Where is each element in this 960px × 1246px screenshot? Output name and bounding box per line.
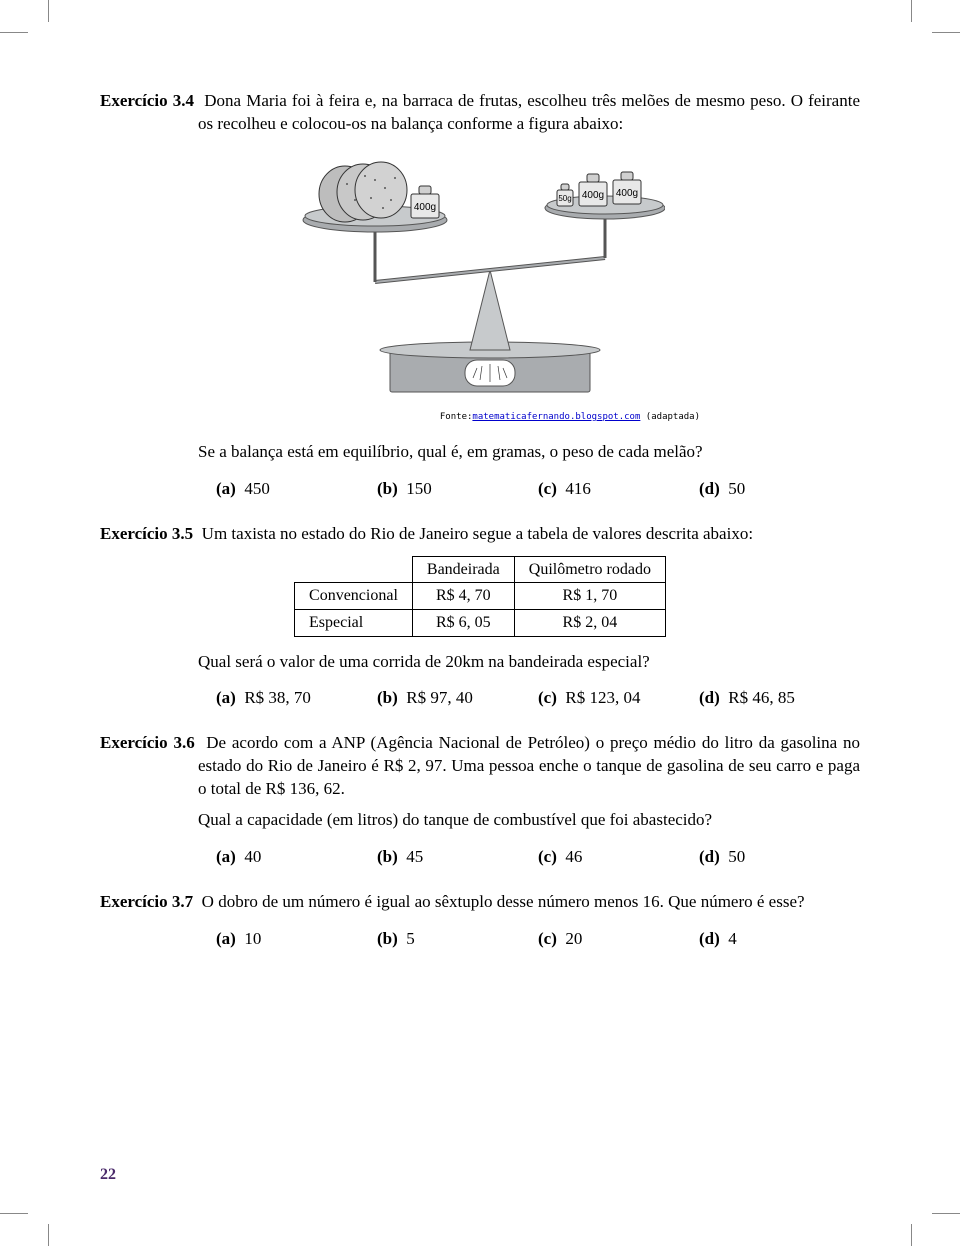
table-cell: R$ 6, 05 xyxy=(412,609,514,636)
crop-mark xyxy=(0,32,28,33)
option-value: 20 xyxy=(565,929,582,948)
option-value: 416 xyxy=(565,479,591,498)
option-value: R$ 123, 04 xyxy=(565,688,640,707)
crop-mark xyxy=(48,0,49,22)
option-b: (b) R$ 97, 40 xyxy=(377,687,538,710)
table-cell: R$ 2, 04 xyxy=(514,609,665,636)
exercise-title: Exercício 3.5 xyxy=(100,524,193,543)
weight-label: 400g xyxy=(414,202,436,213)
table-header-cell: Quilômetro rodado xyxy=(514,556,665,583)
option-value: 10 xyxy=(244,929,261,948)
exercise-3-7: Exercício 3.7 O dobro de um número é igu… xyxy=(100,891,860,951)
option-value: 450 xyxy=(244,479,270,498)
option-b: (b) 45 xyxy=(377,846,538,869)
option-c: (c) R$ 123, 04 xyxy=(538,687,699,710)
crop-mark xyxy=(0,1213,28,1214)
page-content: Exercício 3.4 Dona Maria foi à feira e, … xyxy=(100,90,860,1166)
exercise-text: Um taxista no estado do Rio de Janeiro s… xyxy=(202,524,753,543)
option-c: (c) 20 xyxy=(538,928,699,951)
option-value: 45 xyxy=(406,847,423,866)
exercise-question: Se a balança está em equilíbrio, qual é,… xyxy=(198,441,860,464)
option-d: (d) R$ 46, 85 xyxy=(699,687,860,710)
table-row: Especial R$ 6, 05 R$ 2, 04 xyxy=(295,609,666,636)
option-a: (a) 10 xyxy=(216,928,377,951)
caption-suffix: (adaptada) xyxy=(640,412,700,422)
exercise-question: Qual a capacidade (em litros) do tanque … xyxy=(198,809,860,832)
crop-mark xyxy=(932,1213,960,1214)
option-a: (a) 40 xyxy=(216,846,377,869)
crop-mark xyxy=(911,0,912,22)
options-row: (a) 40 (b) 45 (c) 46 (d) 50 xyxy=(216,846,860,869)
option-d: (d) 50 xyxy=(699,846,860,869)
exercise-title: Exercício 3.4 xyxy=(100,91,194,110)
option-b: (b) 150 xyxy=(377,478,538,501)
balance-scale-figure: 400g 50g 400g 400g xyxy=(100,150,860,407)
exercise-3-5: Exercício 3.5 Um taxista no estado do Ri… xyxy=(100,523,860,711)
option-value: R$ 97, 40 xyxy=(406,688,473,707)
table-row: Convencional R$ 4, 70 R$ 1, 70 xyxy=(295,583,666,610)
exercise-title: Exercício 3.7 xyxy=(100,892,193,911)
option-value: R$ 46, 85 xyxy=(728,688,795,707)
balance-scale-icon: 400g 50g 400g 400g xyxy=(295,150,665,400)
weight-label: 50g xyxy=(558,194,571,203)
option-value: 50 xyxy=(728,847,745,866)
table-cell: R$ 1, 70 xyxy=(514,583,665,610)
table-cell: R$ 4, 70 xyxy=(412,583,514,610)
option-value: R$ 38, 70 xyxy=(244,688,311,707)
caption-source-link[interactable]: matematicafernando.blogspot.com xyxy=(472,412,640,422)
table-cell: Especial xyxy=(295,609,413,636)
table-cell: Convencional xyxy=(295,583,413,610)
options-row: (a) 10 (b) 5 (c) 20 (d) 4 xyxy=(216,928,860,951)
crop-mark xyxy=(932,32,960,33)
option-value: 40 xyxy=(244,847,261,866)
option-value: 150 xyxy=(406,479,432,498)
page-number: 22 xyxy=(100,1166,116,1184)
option-value: 4 xyxy=(728,929,737,948)
exercise-text: O dobro de um número é igual ao sêxtuplo… xyxy=(202,892,805,911)
option-b: (b) 5 xyxy=(377,928,538,951)
weight-label: 400g xyxy=(582,190,604,201)
table-header-row: Bandeirada Quilômetro rodado xyxy=(295,556,666,583)
option-c: (c) 416 xyxy=(538,478,699,501)
exercise-text: De acordo com a ANP (Agência Nacional de… xyxy=(198,733,860,798)
table-header-cell: Bandeirada xyxy=(412,556,514,583)
table-header-cell xyxy=(295,556,413,583)
option-value: 50 xyxy=(728,479,745,498)
options-row: (a) R$ 38, 70 (b) R$ 97, 40 (c) R$ 123, … xyxy=(216,687,860,710)
crop-mark xyxy=(48,1224,49,1246)
exercise-question: Qual será o valor de uma corrida de 20km… xyxy=(198,651,860,674)
exercise-text: Dona Maria foi à feira e, na barraca de … xyxy=(198,91,860,133)
option-a: (a) R$ 38, 70 xyxy=(216,687,377,710)
fare-table: Bandeirada Quilômetro rodado Convenciona… xyxy=(294,556,666,637)
option-value: 46 xyxy=(565,847,582,866)
options-row: (a) 450 (b) 150 (c) 416 (d) 50 xyxy=(216,478,860,501)
option-value: 5 xyxy=(406,929,415,948)
exercise-3-4: Exercício 3.4 Dona Maria foi à feira e, … xyxy=(100,90,860,501)
option-a: (a) 450 xyxy=(216,478,377,501)
exercise-title: Exercício 3.6 xyxy=(100,733,195,752)
option-d: (d) 50 xyxy=(699,478,860,501)
option-c: (c) 46 xyxy=(538,846,699,869)
option-d: (d) 4 xyxy=(699,928,860,951)
crop-mark xyxy=(911,1224,912,1246)
exercise-3-6: Exercício 3.6 De acordo com a ANP (Agênc… xyxy=(100,732,860,869)
weight-label: 400g xyxy=(616,188,638,199)
figure-caption: Fonte:matematicafernando.blogspot.com (a… xyxy=(100,411,700,423)
caption-prefix: Fonte: xyxy=(440,412,473,422)
